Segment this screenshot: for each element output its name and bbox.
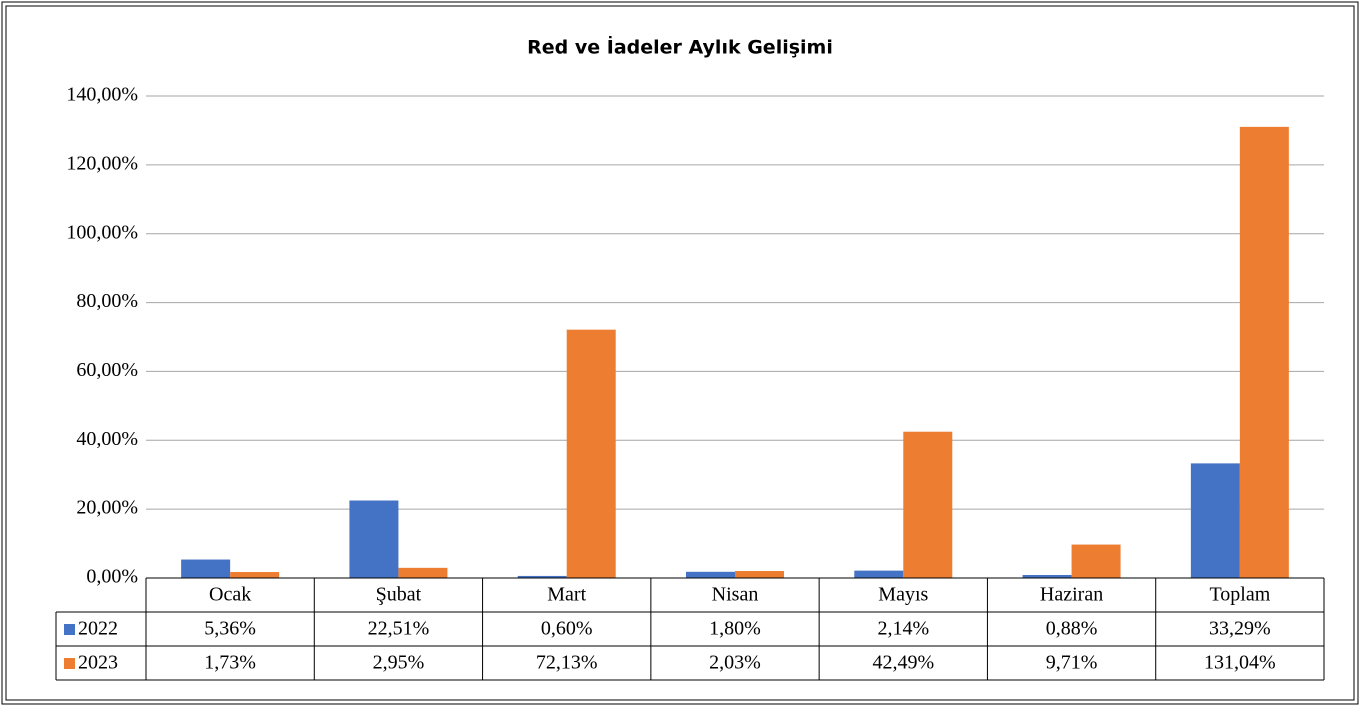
y-tick-label: 120,00% (66, 152, 138, 174)
bar (1239, 126, 1289, 579)
y-tick-label: 0,00% (86, 566, 138, 588)
bar (181, 559, 231, 578)
x-tick-label: Mayıs (878, 584, 928, 606)
legend-key (64, 624, 75, 635)
y-tick-label: 80,00% (76, 290, 138, 312)
x-tick-label: Nisan (712, 584, 759, 606)
table-value: 42,49% (872, 652, 934, 674)
x-tick-label: Haziran (1040, 584, 1103, 606)
bar (854, 570, 904, 578)
table-value: 1,80% (709, 618, 761, 640)
y-tick-label: 40,00% (76, 428, 138, 450)
x-tick-label: Mart (547, 584, 586, 606)
y-tick-label: 100,00% (66, 221, 138, 243)
table-value: 2,95% (373, 652, 425, 674)
legend-label: 2022 (78, 618, 118, 640)
bar (230, 572, 280, 578)
bar (686, 571, 735, 578)
table-value: 0,88% (1046, 618, 1098, 640)
table-value: 33,29% (1209, 618, 1271, 640)
bar (1071, 544, 1121, 578)
table-value: 1,73% (204, 652, 256, 674)
table-value: 9,71% (1046, 652, 1098, 674)
bar (566, 329, 616, 578)
bar (349, 500, 399, 578)
y-tick-label: 60,00% (76, 359, 138, 381)
bar (517, 575, 567, 578)
x-tick-label: Toplam (1209, 584, 1270, 606)
bar (1190, 463, 1240, 578)
table-value: 131,04% (1204, 652, 1276, 674)
y-tick-label: 20,00% (76, 497, 138, 519)
table-value: 2,14% (877, 618, 929, 640)
bar (735, 571, 784, 578)
x-tick-label: Şubat (376, 584, 422, 606)
bar (903, 431, 953, 578)
legend-label: 2023 (78, 652, 118, 674)
table-value: 5,36% (204, 618, 256, 640)
table-value: 2,03% (709, 652, 761, 674)
table-value: 0,60% (541, 618, 593, 640)
bar (398, 567, 448, 578)
table-value: 72,13% (536, 652, 598, 674)
y-tick-label: 140,00% (66, 84, 138, 106)
table-value: 22,51% (368, 618, 430, 640)
inner-border (5, 5, 1355, 701)
legend-key (64, 658, 75, 669)
x-tick-label: Ocak (209, 584, 251, 606)
chart-title: Red ve İadeler Aylık Gelişimi (527, 35, 833, 59)
bar (1022, 574, 1072, 578)
